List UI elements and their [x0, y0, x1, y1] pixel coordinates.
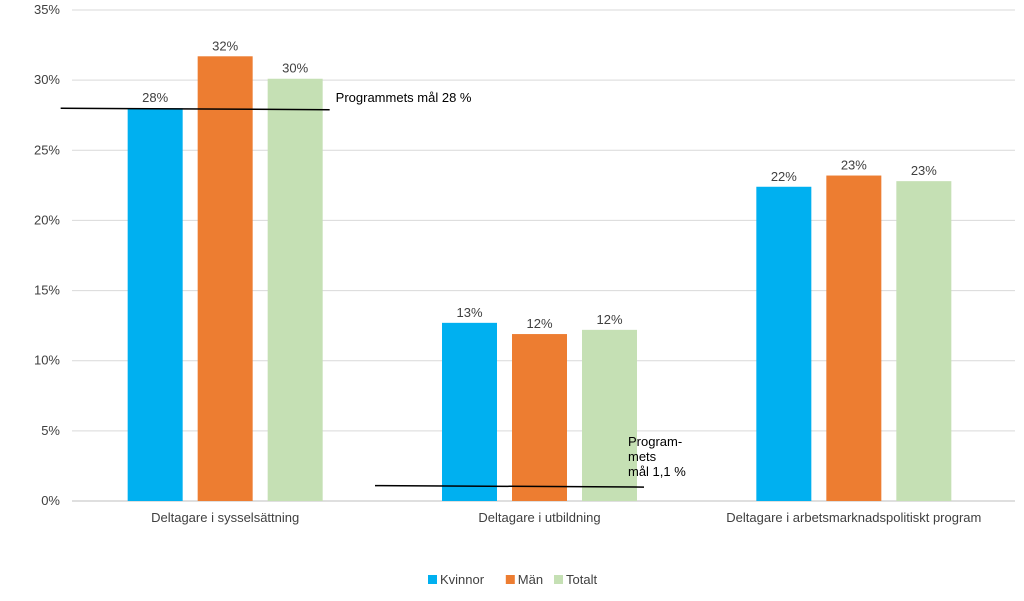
bar-kvinnor [756, 186, 812, 501]
data-labels: 28% 32% 30% 13% 12% 12% 22% 23% 23% [142, 38, 937, 331]
target-annotation: mål 1,1 % [628, 464, 686, 479]
target-annotation: mets [628, 449, 657, 464]
legend-label: Totalt [566, 572, 597, 587]
y-tick-label: 5% [41, 423, 60, 438]
target-annotation: Programmets mål 28 % [336, 90, 472, 105]
bars [127, 56, 952, 502]
data-label: 23% [911, 163, 937, 178]
legend-swatch [554, 575, 563, 584]
target-annotation: Program- [628, 434, 682, 449]
bar-kvinnor [442, 322, 497, 501]
legend-swatch [428, 575, 437, 584]
x-axis-categories: Deltagare i sysselsättning Deltagare i ut… [151, 510, 981, 525]
data-label: 28% [142, 90, 168, 105]
y-tick-label: 35% [34, 2, 60, 17]
bar-totalt [582, 329, 637, 501]
y-axis-ticks: 0% 5% 10% 15% 20% 25% 30% 35% [34, 2, 60, 508]
data-label: 30% [282, 61, 308, 76]
y-tick-label: 20% [34, 212, 60, 227]
data-label: 32% [212, 38, 238, 53]
bar-totalt [896, 181, 952, 502]
x-category-label: Deltagare i utbildning [478, 510, 600, 525]
bar-män [512, 334, 567, 501]
bar-totalt [267, 78, 323, 502]
data-label: 23% [841, 158, 867, 173]
y-tick-label: 15% [34, 283, 60, 298]
x-category-label: Deltagare i arbetsmarknadspolitiskt prog… [726, 510, 981, 525]
legend-swatch [505, 575, 515, 584]
bar-män [826, 175, 882, 501]
data-label: 22% [771, 169, 797, 184]
legend-label: Kvinnor [440, 572, 485, 587]
y-tick-label: 10% [34, 353, 60, 368]
target-line [60, 107, 330, 111]
bar-kvinnor [127, 108, 183, 501]
legend-label: Män [518, 572, 543, 587]
target-line [374, 484, 645, 488]
data-label: 12% [596, 312, 622, 327]
data-label: 13% [456, 305, 482, 320]
bar-män [197, 56, 253, 502]
x-category-label: Deltagare i sysselsättning [151, 510, 299, 525]
data-label: 12% [526, 316, 552, 331]
legend: Kvinnor Män Totalt [428, 572, 597, 587]
y-tick-label: 30% [34, 72, 60, 87]
y-tick-label: 0% [41, 493, 60, 508]
y-tick-label: 25% [34, 142, 60, 157]
